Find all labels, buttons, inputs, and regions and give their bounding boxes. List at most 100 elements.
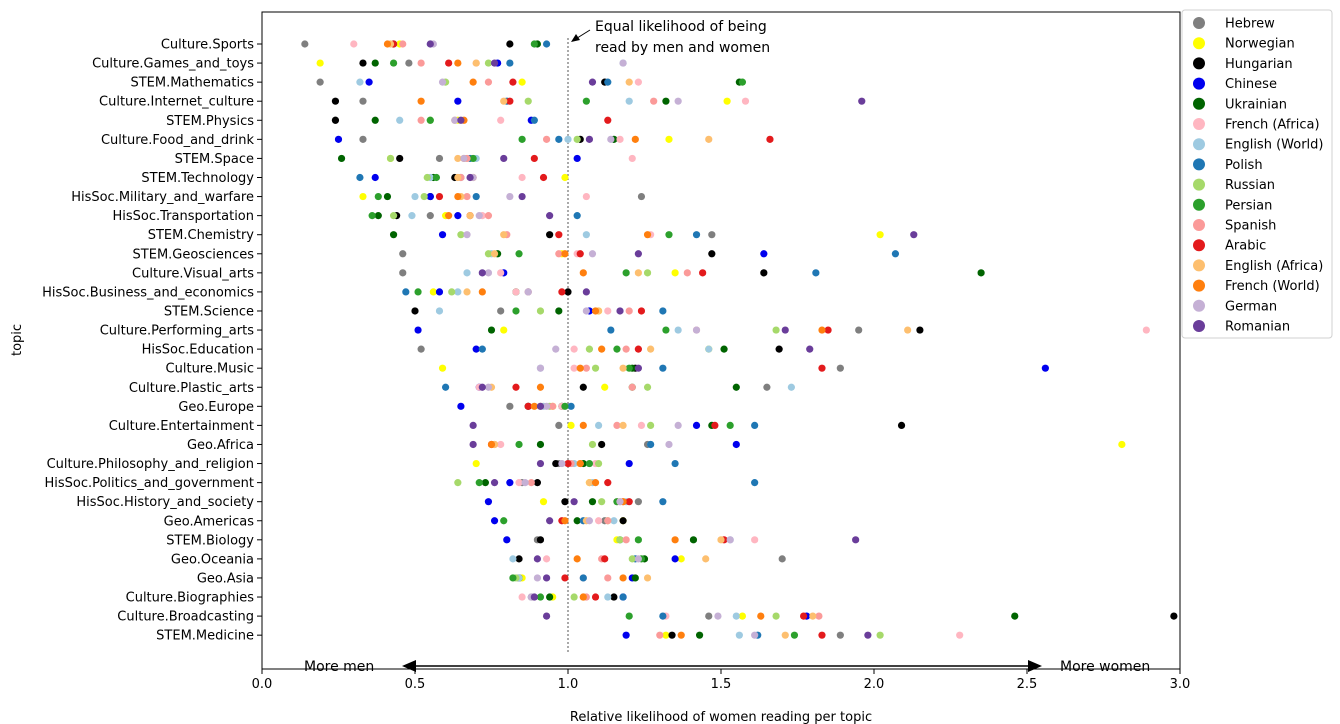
data-point [454, 173, 462, 182]
data-point [757, 612, 765, 620]
data-point [625, 364, 633, 372]
data-point [316, 59, 324, 67]
equal-likelihood-annotation: Equal likelihood of being read by men an… [571, 19, 770, 56]
y-tick-label: HisSoc.Transportation [112, 209, 254, 224]
data-point [490, 250, 499, 258]
data-point [546, 212, 554, 220]
data-point [506, 479, 514, 487]
data-point [1118, 440, 1126, 449]
data-point [542, 40, 551, 48]
data-point [463, 269, 471, 277]
data-point [438, 78, 447, 86]
data-point [561, 498, 569, 506]
data-point [411, 192, 419, 201]
data-point [542, 612, 551, 620]
data-point [564, 135, 572, 143]
data-point [552, 459, 560, 468]
data-point [417, 59, 425, 67]
data-point [582, 192, 590, 201]
x-axis-ticks: 0.0 0.5 1.0 1.5 2.0 2.5 3.0 [252, 669, 1190, 692]
legend-marker [1193, 259, 1205, 272]
data-point [775, 345, 783, 353]
y-tick-label: Culture.Broadcasting [117, 610, 254, 625]
data-point [573, 517, 581, 525]
data-point [643, 383, 652, 391]
data-point [374, 192, 382, 201]
data-point [359, 192, 367, 201]
data-point [555, 421, 563, 429]
y-tick-label: Culture.Music [166, 362, 254, 377]
data-point [625, 459, 633, 468]
data-point [662, 631, 670, 639]
data-point [463, 288, 471, 296]
data-point [619, 421, 627, 429]
data-point [438, 364, 447, 372]
data-point [628, 154, 636, 163]
data-point [469, 78, 477, 86]
data-point [506, 40, 514, 48]
data-point [573, 555, 581, 563]
data-point [423, 173, 431, 182]
data-point [506, 402, 514, 410]
legend-label: Ukrainian [1225, 97, 1287, 112]
data-point [497, 307, 505, 315]
legend-label: Russian [1225, 178, 1275, 193]
data-point [500, 231, 508, 239]
data-point [469, 440, 477, 449]
data-point [824, 326, 832, 334]
data-point [720, 345, 728, 353]
data-point [735, 631, 743, 639]
legend: Hebrew Norwegian Hungarian Chinese Ukrainian… [1181, 9, 1333, 339]
y-tick-label: Culture.Performing_arts [100, 324, 254, 339]
data-point [634, 78, 642, 86]
data-point [536, 364, 545, 372]
data-point [598, 440, 606, 449]
data-point [490, 517, 499, 525]
data-point [408, 212, 416, 220]
data-point [484, 250, 493, 258]
data-point [738, 78, 747, 86]
data-point [570, 593, 578, 601]
data-point [426, 192, 434, 201]
data-point [478, 269, 486, 277]
data-point [910, 231, 918, 239]
y-tick-label: Culture.Sports [161, 38, 254, 53]
data-point [435, 192, 444, 201]
data-point [643, 231, 652, 239]
data-point [533, 479, 542, 487]
legend-label: Romanian [1225, 320, 1290, 335]
data-point [637, 192, 646, 201]
data-point [631, 135, 639, 143]
y-tick-label: Culture.Biographies [126, 591, 255, 606]
data-point [683, 269, 691, 277]
data-point [751, 631, 759, 639]
data-point [815, 612, 823, 620]
data-point [454, 479, 462, 487]
y-tick-label: Geo.Americas [164, 514, 255, 529]
data-point [625, 498, 633, 506]
data-point [356, 173, 364, 182]
legend-marker [1193, 320, 1205, 332]
data-point [484, 59, 493, 67]
data-point [368, 212, 376, 220]
data-point [634, 498, 642, 506]
data-point [668, 631, 676, 639]
data-point [555, 231, 563, 239]
data-point [570, 345, 578, 353]
data-point [350, 40, 358, 48]
data-point [561, 517, 569, 525]
data-point [536, 402, 545, 410]
data-point [591, 593, 600, 601]
data-point [1011, 612, 1019, 620]
data-point [435, 307, 444, 315]
legend-marker [1193, 17, 1205, 29]
data-point [659, 307, 667, 315]
legend-label: German [1225, 299, 1277, 314]
data-point [637, 421, 646, 429]
data-point [601, 555, 609, 563]
y-axis-ticks: Culture.Sports Culture.Games_and_toys STEM… [42, 38, 262, 644]
data-point [864, 631, 872, 639]
data-point [570, 364, 578, 372]
data-point [515, 555, 523, 563]
data-point [438, 231, 447, 239]
